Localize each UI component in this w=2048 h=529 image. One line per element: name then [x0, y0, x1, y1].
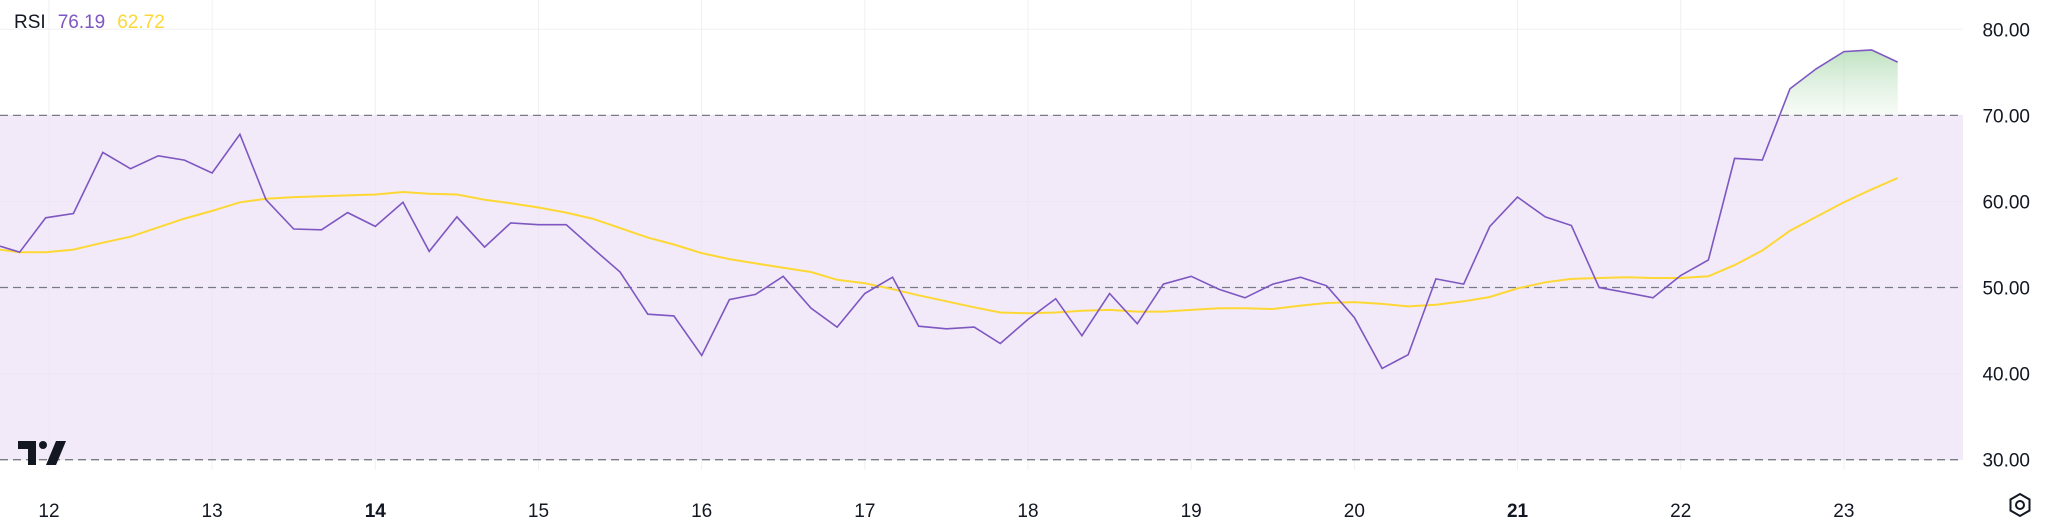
- series-line-rsi: [0, 49, 1899, 370]
- rsi-value: 76.19: [57, 12, 106, 33]
- x-tick-label: 20: [1344, 501, 1365, 522]
- y-axis: 80.00 70.00 60.00 50.00 40.00 30.00: [1982, 20, 2030, 471]
- indicator-legend: RSI 76.19 62.72: [14, 12, 165, 34]
- y-tick-label: 60.00: [1982, 192, 2030, 213]
- y-tick-label: 50.00: [1982, 279, 2030, 300]
- rsi-ma-value: 62.72: [117, 12, 165, 33]
- indicator-name: RSI: [14, 12, 46, 33]
- tradingview-logo[interactable]: [18, 441, 66, 470]
- x-tick-label: 15: [528, 501, 549, 522]
- x-tick-label: 18: [1017, 501, 1038, 522]
- x-tick-label: 21: [1507, 501, 1529, 522]
- x-tick-label: 19: [1181, 501, 1202, 522]
- rsi-band-lines: [0, 114, 1963, 461]
- x-tick-label: 16: [691, 501, 712, 522]
- x-tick-label: 22: [1670, 501, 1691, 522]
- y-tick-label: 80.00: [1982, 20, 2030, 41]
- overbought-fill: [1779, 49, 1898, 116]
- x-tick-label: 13: [202, 501, 223, 522]
- settings-icon[interactable]: [2007, 492, 2033, 518]
- y-tick-label: 40.00: [1982, 365, 2030, 386]
- x-tick-label: 14: [365, 501, 387, 522]
- y-tick-label: 70.00: [1982, 106, 2030, 127]
- x-tick-label: 23: [1833, 501, 1854, 522]
- x-tick-label: 17: [854, 501, 875, 522]
- series-line-rsi-ma: [0, 177, 1899, 315]
- x-tick-label: 12: [38, 501, 59, 522]
- x-axis: 12 13 14 15 16 17 18 19 20 21 22 23: [38, 501, 1854, 522]
- y-tick-label: 30.00: [1982, 451, 2030, 472]
